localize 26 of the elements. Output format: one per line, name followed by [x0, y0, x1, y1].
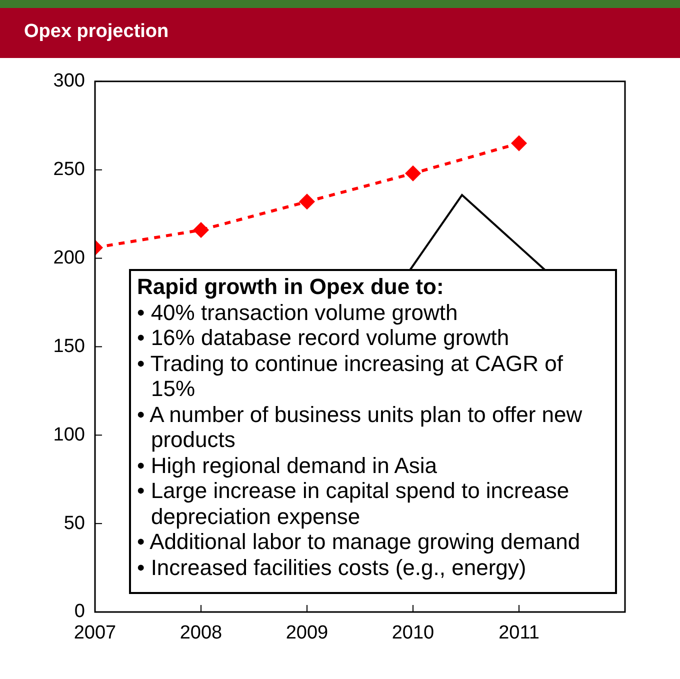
annotation: • 16% database record volume growth: [137, 325, 510, 350]
annotation: Rapid growth in Opex due to:: [137, 274, 445, 300]
y-tick-label: 0: [74, 601, 85, 622]
y-tick-label: 100: [53, 424, 85, 446]
x-tick-label: 2011: [498, 622, 540, 644]
point: [193, 222, 209, 238]
y-tick-label: 250: [53, 159, 85, 180]
annotation: • High regional demand in Asia: [137, 452, 438, 478]
y-tick-label: 50: [64, 512, 85, 534]
annotation: • Additional labor to manage growing demand: [137, 529, 582, 554]
point: [405, 165, 421, 182]
point: [511, 135, 527, 152]
annotation: • Increased facilities costs (e.g., energy): [137, 554, 528, 580]
annotation: • A number of business units plan to offer new products: [137, 402, 584, 452]
x-tick-label: 2010: [392, 622, 434, 644]
x-tick-label: 2007: [74, 622, 116, 644]
annotation: • Large increase in capital spend to increase depreciation expense: [137, 478, 570, 529]
chart-title: Opex projection: [24, 21, 169, 43]
annotation: • Trading to continue increasing at CAGR of 15%: [137, 350, 564, 402]
y-tick-label: 200: [53, 248, 85, 268]
annotation: • 40% transaction volume growth: [137, 300, 459, 325]
x-tick-label: 2009: [286, 622, 328, 644]
y-tick-label: 300: [53, 70, 85, 92]
x-tick-label: 2008: [180, 622, 222, 644]
y-tick-label: 150: [53, 336, 85, 357]
point: [299, 194, 315, 210]
